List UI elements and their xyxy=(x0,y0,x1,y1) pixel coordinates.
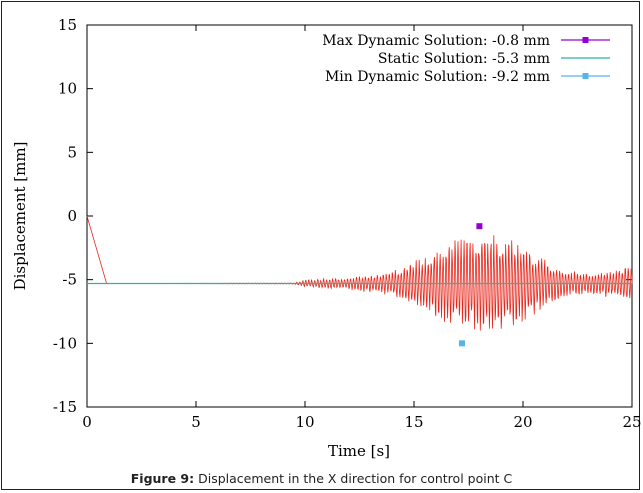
caption-label: Figure 9: xyxy=(130,471,195,486)
y-tick-label: 5 xyxy=(67,143,77,161)
caption-text: Displacement in the X direction for cont… xyxy=(198,471,513,486)
plot-area xyxy=(86,24,633,408)
x-tick-label: 20 xyxy=(513,413,532,431)
legend-label: Max Dynamic Solution: -0.8 mm xyxy=(322,33,550,49)
y-tick-label: 10 xyxy=(58,80,77,98)
displacement-chart: 0 5 10 15 20 25 15 10 5 0 -5 -10 -15 Time [s] Displa… xyxy=(11,16,642,460)
x-tick-label: 0 xyxy=(82,413,92,431)
x-tick-label: 10 xyxy=(295,413,314,431)
y-tick-label: 0 xyxy=(67,207,77,225)
y-tick-label: -15 xyxy=(53,398,77,416)
x-axis-title: Time [s] xyxy=(328,442,390,460)
legend-label: Min Dynamic Solution: -9.2 mm xyxy=(325,69,550,85)
plot-lines xyxy=(86,215,633,347)
y-tick-label: -10 xyxy=(53,334,77,352)
legend-swatch-marker xyxy=(582,37,589,43)
x-tick-label: 25 xyxy=(622,413,641,431)
legend-label: Static Solution: -5.3 mm xyxy=(378,51,550,67)
y-tick-label: 15 xyxy=(58,16,77,34)
figure-caption: Figure 9: Displacement in the X directio… xyxy=(0,471,643,486)
y-axis-title: Displacement [mm] xyxy=(11,142,29,291)
x-tick-label: 15 xyxy=(404,413,423,431)
y-tick-label: -5 xyxy=(62,271,77,289)
max-dynamic-point xyxy=(476,223,483,230)
x-tick-label: 5 xyxy=(191,413,201,431)
legend: Max Dynamic Solution: -0.8 mm Static Solu… xyxy=(322,33,610,85)
legend-swatch-marker xyxy=(582,73,589,79)
axis-ticks: 0 5 10 15 20 25 15 10 5 0 -5 -10 -15 xyxy=(53,16,642,431)
min-dynamic-point xyxy=(458,340,465,347)
